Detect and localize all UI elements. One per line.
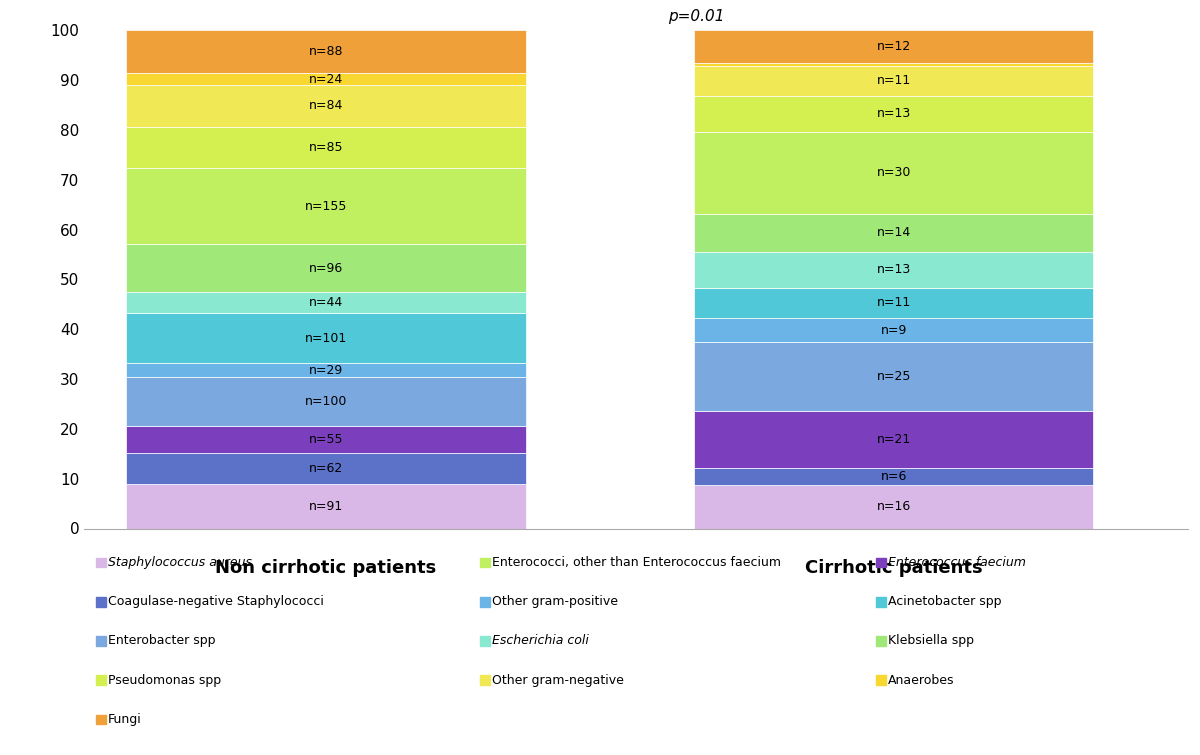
Bar bbox=[694, 485, 1093, 528]
Text: n=14: n=14 bbox=[876, 226, 911, 239]
Text: Fungi: Fungi bbox=[108, 713, 142, 726]
Text: n=25: n=25 bbox=[876, 370, 911, 383]
Bar bbox=[694, 66, 1093, 96]
Text: n=16: n=16 bbox=[876, 500, 911, 513]
Bar bbox=[694, 411, 1093, 468]
Bar bbox=[126, 85, 526, 127]
Text: n=21: n=21 bbox=[876, 433, 911, 446]
Text: n=44: n=44 bbox=[308, 296, 343, 309]
Text: Other gram-negative: Other gram-negative bbox=[492, 673, 624, 687]
Bar bbox=[126, 30, 526, 73]
Bar bbox=[694, 131, 1093, 214]
Text: n=9: n=9 bbox=[881, 323, 907, 337]
Text: Coagulase-negative Staphylococci: Coagulase-negative Staphylococci bbox=[108, 595, 324, 609]
Bar bbox=[126, 73, 526, 85]
Bar bbox=[694, 288, 1093, 318]
Text: Anaerobes: Anaerobes bbox=[888, 673, 954, 687]
Bar bbox=[126, 484, 526, 528]
Bar bbox=[126, 245, 526, 291]
Text: Enterobacter spp: Enterobacter spp bbox=[108, 634, 215, 648]
Bar bbox=[694, 63, 1093, 66]
Text: Klebsiella spp: Klebsiella spp bbox=[888, 634, 973, 648]
Text: n=85: n=85 bbox=[308, 141, 343, 154]
Text: Enterococci, other than Enterococcus faecium: Enterococci, other than Enterococcus fae… bbox=[492, 556, 781, 569]
Bar bbox=[126, 427, 526, 453]
Bar bbox=[126, 313, 526, 363]
Text: n=100: n=100 bbox=[305, 395, 347, 408]
Text: n=155: n=155 bbox=[305, 200, 347, 213]
Text: Enterococcus faecium: Enterococcus faecium bbox=[888, 556, 1026, 569]
Text: n=62: n=62 bbox=[308, 462, 343, 475]
Text: p=0.01: p=0.01 bbox=[668, 9, 725, 24]
Text: n=13: n=13 bbox=[876, 263, 911, 276]
Text: Acinetobacter spp: Acinetobacter spp bbox=[888, 595, 1001, 609]
Bar bbox=[126, 291, 526, 313]
Bar bbox=[126, 363, 526, 378]
Bar bbox=[694, 468, 1093, 485]
Text: n=88: n=88 bbox=[308, 45, 343, 58]
Text: Non cirrhotic patients: Non cirrhotic patients bbox=[215, 559, 437, 577]
Text: n=84: n=84 bbox=[308, 100, 343, 112]
Text: n=11: n=11 bbox=[876, 74, 911, 88]
Text: n=11: n=11 bbox=[876, 296, 911, 309]
Text: n=29: n=29 bbox=[308, 363, 343, 377]
Text: n=101: n=101 bbox=[305, 331, 347, 344]
Bar bbox=[126, 378, 526, 427]
Text: Other gram-positive: Other gram-positive bbox=[492, 595, 618, 609]
Text: Cirrhotic patients: Cirrhotic patients bbox=[805, 559, 983, 577]
Text: n=6: n=6 bbox=[881, 470, 907, 483]
Bar bbox=[694, 318, 1093, 342]
Text: n=30: n=30 bbox=[876, 166, 911, 179]
Bar bbox=[126, 168, 526, 245]
Bar bbox=[694, 342, 1093, 411]
Text: n=55: n=55 bbox=[308, 433, 343, 446]
Text: n=13: n=13 bbox=[876, 107, 911, 120]
Text: Pseudomonas spp: Pseudomonas spp bbox=[108, 673, 221, 687]
Bar bbox=[694, 214, 1093, 252]
Text: Escherichia coli: Escherichia coli bbox=[492, 634, 588, 648]
Bar bbox=[694, 30, 1093, 63]
Bar bbox=[694, 96, 1093, 131]
Bar bbox=[126, 127, 526, 168]
Bar bbox=[126, 453, 526, 484]
Text: n=12: n=12 bbox=[876, 40, 911, 53]
Text: n=24: n=24 bbox=[308, 72, 343, 86]
Bar bbox=[694, 252, 1093, 288]
Text: n=96: n=96 bbox=[308, 261, 343, 275]
Text: n=91: n=91 bbox=[308, 500, 343, 513]
Text: Staphylococcus aureus: Staphylococcus aureus bbox=[108, 556, 252, 569]
